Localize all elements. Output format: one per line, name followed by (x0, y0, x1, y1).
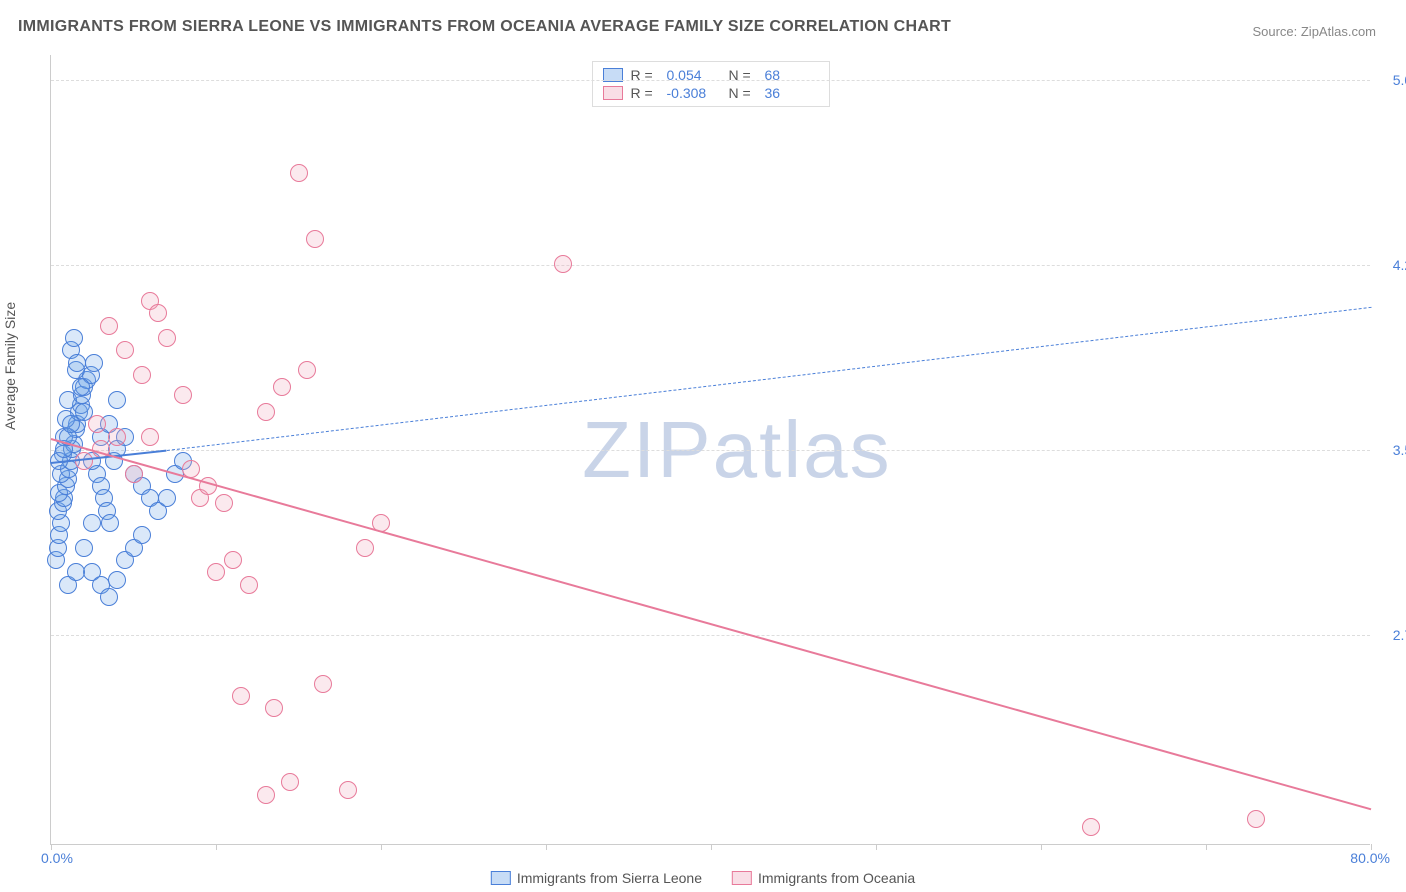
data-point (314, 675, 332, 693)
swatch-series-1 (491, 871, 511, 885)
x-axis-max: 80.0% (1350, 850, 1390, 866)
data-point (133, 366, 151, 384)
data-point (356, 539, 374, 557)
data-point (108, 428, 126, 446)
series-legend: Immigrants from Sierra Leone Immigrants … (491, 870, 915, 886)
data-point (62, 415, 80, 433)
data-point (75, 452, 93, 470)
swatch-series-2 (603, 86, 623, 100)
grid-line (51, 265, 1370, 266)
y-tick-label: 2.75 (1380, 627, 1406, 643)
data-point (339, 781, 357, 799)
legend-row-series-2: R = -0.308 N = 36 (603, 84, 819, 102)
grid-line (51, 80, 1370, 81)
data-point (290, 164, 308, 182)
data-point (273, 378, 291, 396)
data-point (265, 699, 283, 717)
x-tick-mark (711, 844, 712, 850)
data-point (68, 354, 86, 372)
x-tick-mark (216, 844, 217, 850)
data-point (215, 494, 233, 512)
data-point (100, 588, 118, 606)
data-point (1247, 810, 1265, 828)
data-point (257, 786, 275, 804)
data-point (141, 428, 159, 446)
data-point (108, 571, 126, 589)
data-point (101, 514, 119, 532)
x-axis-min: 0.0% (41, 850, 73, 866)
data-point (100, 317, 118, 335)
data-point (116, 341, 134, 359)
x-tick-mark (1371, 844, 1372, 850)
data-point (108, 391, 126, 409)
x-tick-mark (1206, 844, 1207, 850)
data-point (554, 255, 572, 273)
legend-row-series-1: R = 0.054 N = 68 (603, 66, 819, 84)
legend-item-series-1: Immigrants from Sierra Leone (491, 870, 702, 886)
data-point (88, 415, 106, 433)
swatch-series-2 (732, 871, 752, 885)
y-tick-label: 5.00 (1380, 72, 1406, 88)
data-point (298, 361, 316, 379)
legend-r-value-2: -0.308 (667, 85, 721, 101)
x-tick-mark (381, 844, 382, 850)
correlation-legend: R = 0.054 N = 68 R = -0.308 N = 36 (592, 61, 830, 107)
data-point (133, 526, 151, 544)
legend-r-label: R = (631, 85, 659, 101)
trend-line (51, 438, 1372, 810)
data-point (281, 773, 299, 791)
legend-n-label: N = (729, 85, 757, 101)
grid-line (51, 450, 1370, 451)
x-tick-mark (51, 844, 52, 850)
data-point (207, 563, 225, 581)
grid-line (51, 635, 1370, 636)
data-point (83, 514, 101, 532)
data-point (158, 489, 176, 507)
source-attribution: Source: ZipAtlas.com (1252, 24, 1376, 39)
data-point (85, 354, 103, 372)
x-tick-mark (1041, 844, 1042, 850)
data-point (240, 576, 258, 594)
data-point (257, 403, 275, 421)
data-point (67, 563, 85, 581)
chart-title: IMMIGRANTS FROM SIERRA LEONE VS IMMIGRAN… (18, 18, 951, 36)
data-point (174, 386, 192, 404)
data-point (149, 304, 167, 322)
legend-series-2-name: Immigrants from Oceania (758, 870, 915, 886)
data-point (232, 687, 250, 705)
x-tick-mark (876, 844, 877, 850)
x-tick-mark (546, 844, 547, 850)
data-point (125, 465, 143, 483)
trend-line (166, 307, 1371, 451)
data-point (72, 378, 90, 396)
y-tick-label: 3.50 (1380, 442, 1406, 458)
data-point (75, 539, 93, 557)
legend-series-1-name: Immigrants from Sierra Leone (517, 870, 702, 886)
y-axis-label: Average Family Size (2, 302, 18, 430)
data-point (306, 230, 324, 248)
legend-item-series-2: Immigrants from Oceania (732, 870, 915, 886)
data-point (158, 329, 176, 347)
data-point (224, 551, 242, 569)
scatter-chart: ZIPatlas R = 0.054 N = 68 R = -0.308 N =… (50, 55, 1370, 845)
data-point (1082, 818, 1100, 836)
data-point (65, 329, 83, 347)
y-tick-label: 4.25 (1380, 257, 1406, 273)
legend-n-value-2: 36 (765, 85, 819, 101)
